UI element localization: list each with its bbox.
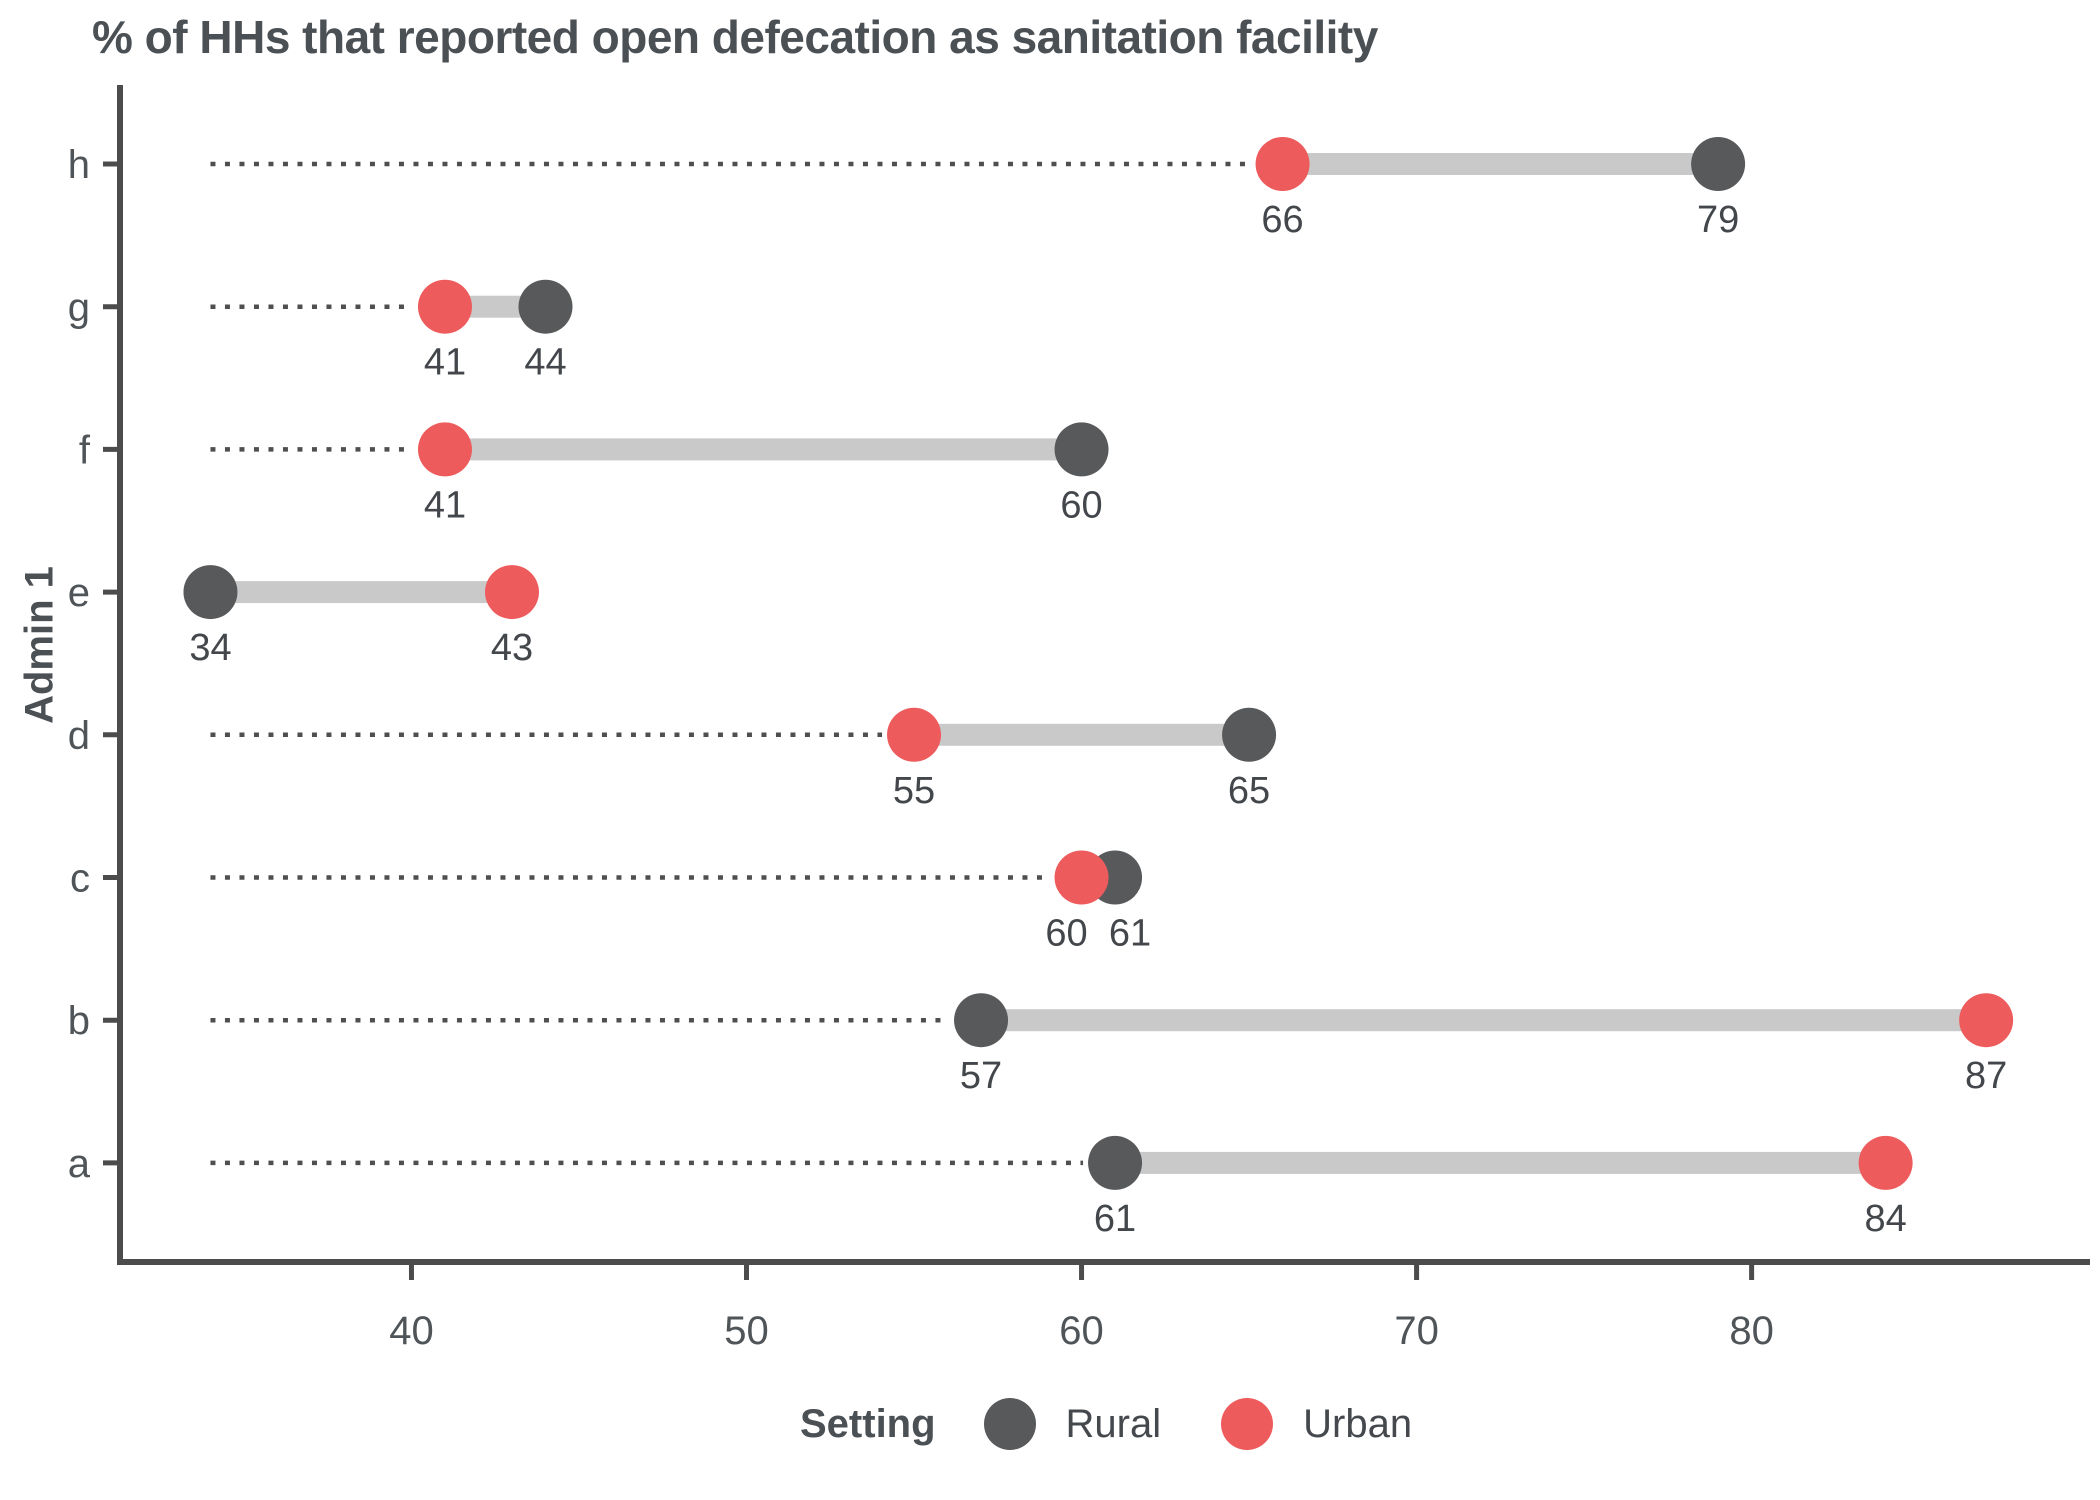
urban-dot-f — [417, 422, 472, 477]
rural-dot-d — [1222, 707, 1277, 762]
rural-value-c: 61 — [1109, 913, 1151, 955]
urban-swatch-icon — [1221, 1398, 1274, 1450]
category-label-d: d — [68, 714, 90, 758]
legend-title: Setting — [800, 1401, 936, 1446]
chart-title: % of HHs that reported open defecation a… — [92, 11, 1378, 63]
legend-label-rural: Rural — [1065, 1401, 1162, 1446]
category-label-c: c — [70, 857, 90, 901]
urban-dot-d — [887, 707, 942, 762]
rural-value-e: 34 — [189, 627, 231, 669]
rural-dot-b — [954, 993, 1009, 1048]
legend-item-urban: Urban — [1221, 1398, 1412, 1450]
x-tick-label: 40 — [389, 1309, 434, 1353]
connector-bar-b — [981, 1009, 1987, 1032]
category-label-f: f — [79, 428, 91, 472]
urban-value-a: 84 — [1864, 1198, 1906, 1240]
connector-bar-h — [1282, 153, 1719, 175]
urban-dot-a — [1858, 1135, 1913, 1190]
rural-dot-h — [1691, 137, 1746, 191]
rural-dot-g — [518, 279, 573, 334]
x-tick-label: 60 — [1059, 1309, 1104, 1353]
rural-value-f: 60 — [1060, 484, 1102, 526]
urban-value-h: 66 — [1261, 199, 1303, 241]
urban-value-c: 60 — [1045, 913, 1087, 955]
connector-bar-a — [1115, 1151, 1886, 1174]
rural-dot-f — [1054, 422, 1109, 477]
legend: Setting Rural Urban — [800, 1392, 1472, 1456]
urban-dot-c — [1054, 850, 1109, 905]
urban-value-e: 43 — [491, 627, 533, 669]
rural-value-d: 65 — [1228, 770, 1270, 812]
connector-bar-f — [444, 438, 1082, 461]
x-tick-label: 50 — [724, 1309, 769, 1353]
urban-dot-b — [1959, 993, 2014, 1048]
urban-value-b: 87 — [1965, 1055, 2007, 1097]
category-label-b: b — [68, 999, 90, 1043]
category-label-g: g — [68, 286, 90, 330]
rural-dot-e — [183, 565, 238, 620]
urban-value-f: 41 — [424, 484, 466, 526]
category-label-h: h — [68, 143, 90, 187]
connector-bar-d — [914, 723, 1250, 746]
rural-value-b: 57 — [960, 1055, 1002, 1097]
category-label-a: a — [68, 1142, 91, 1186]
rural-dot-a — [1088, 1135, 1143, 1190]
urban-dot-g — [417, 279, 472, 334]
connector-bar-e — [210, 581, 512, 604]
x-tick-label: 80 — [1729, 1309, 1774, 1353]
urban-value-g: 41 — [424, 342, 466, 384]
urban-dot-e — [484, 565, 539, 620]
urban-value-d: 55 — [893, 770, 935, 812]
rural-value-g: 44 — [524, 342, 566, 384]
rural-value-a: 61 — [1094, 1198, 1136, 1240]
urban-dot-h — [1255, 137, 1310, 191]
legend-item-rural: Rural — [983, 1398, 1162, 1450]
rural-swatch-icon — [983, 1398, 1036, 1450]
category-label-e: e — [68, 571, 90, 615]
x-tick-label: 70 — [1394, 1309, 1439, 1353]
legend-label-urban: Urban — [1303, 1401, 1413, 1446]
rural-value-h: 79 — [1697, 199, 1739, 241]
